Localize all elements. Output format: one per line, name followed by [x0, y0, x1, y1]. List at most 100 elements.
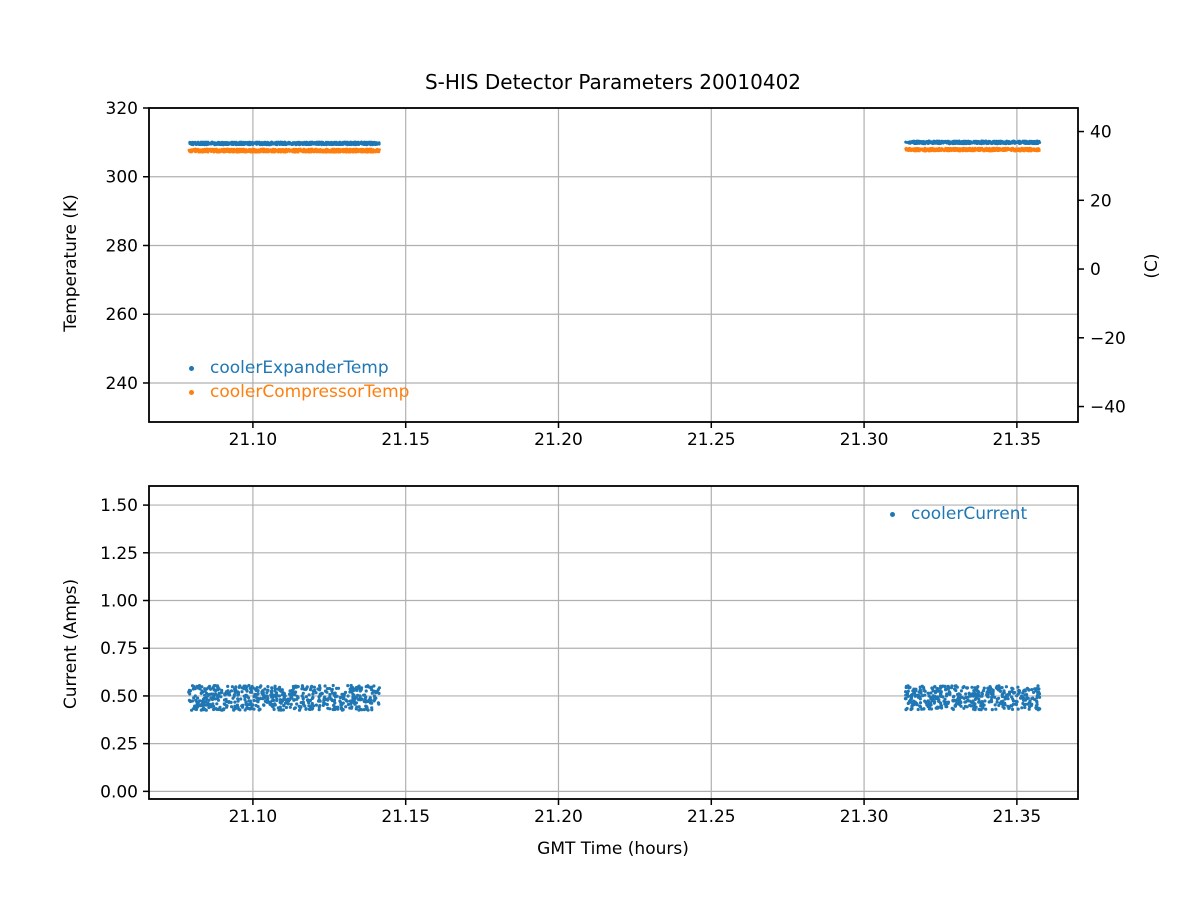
data-point [270, 141, 273, 145]
series-coolerCompressorTemp [187, 146, 1041, 154]
data-point [233, 700, 237, 704]
data-point [199, 691, 203, 696]
data-point [310, 141, 313, 145]
data-point [213, 143, 217, 147]
data-point [330, 148, 333, 151]
y-tick-right-label: 0 [1090, 260, 1101, 280]
data-point [203, 693, 207, 697]
data-point [942, 141, 945, 144]
data-point [295, 702, 299, 706]
data-point [236, 699, 240, 703]
ticks: 21.10 21.15 21.20 21.25 21.30 21.35 0.00 0.25 0.… [100, 496, 1041, 827]
data-point [269, 149, 272, 153]
data-point [357, 708, 361, 712]
data-point [312, 685, 316, 689]
data-point [200, 140, 204, 144]
data-point [192, 148, 195, 151]
data-point [1036, 684, 1040, 688]
data-point [364, 689, 368, 693]
data-point [950, 684, 954, 688]
gridlines [149, 486, 1078, 799]
data-point [1030, 697, 1034, 701]
data-point [338, 695, 342, 700]
data-point [190, 150, 193, 154]
data-point [951, 148, 954, 151]
data-point [364, 150, 367, 154]
data-point [332, 699, 336, 703]
data-point [974, 148, 978, 151]
data-point [318, 150, 322, 154]
data-point [220, 688, 224, 692]
legend-label: coolerCompressorTemp [210, 382, 410, 402]
data-point [335, 705, 339, 710]
data-point [256, 692, 260, 696]
data-point [975, 695, 979, 700]
data-point [257, 708, 261, 712]
data-point [272, 693, 277, 697]
data-point [346, 142, 349, 146]
data-point [938, 140, 941, 144]
data-point [218, 705, 222, 709]
data-point [318, 693, 322, 697]
data-point [1037, 148, 1041, 151]
data-point [215, 149, 219, 152]
data-point [928, 701, 933, 706]
data-point [198, 704, 202, 708]
data-point [354, 707, 358, 711]
data-point [349, 706, 353, 710]
data-point [232, 707, 236, 711]
data-point [252, 707, 256, 711]
data-point [960, 142, 964, 146]
data-point [204, 708, 208, 712]
data-point [247, 683, 251, 688]
data-point [259, 684, 263, 688]
data-point [1001, 705, 1005, 709]
data-point [353, 141, 357, 145]
data-point [939, 684, 943, 688]
data-point [277, 708, 281, 712]
data-point [376, 688, 380, 692]
data-point [904, 140, 907, 144]
data-point [265, 691, 269, 695]
data-point [944, 700, 948, 705]
data-point [195, 700, 199, 704]
data-point [1016, 692, 1020, 696]
data-point [965, 699, 969, 703]
data-point [239, 697, 243, 701]
data-point [1035, 707, 1039, 711]
data-point [987, 142, 990, 145]
data-point [280, 141, 284, 144]
data-point [1032, 690, 1036, 695]
data-point [910, 705, 914, 709]
data-point [296, 149, 300, 152]
data-point [974, 140, 977, 143]
data-point [199, 143, 202, 147]
data-point [256, 705, 260, 709]
data-point [1023, 705, 1027, 710]
data-point [243, 708, 247, 712]
data-point [241, 703, 245, 707]
data-point [375, 141, 379, 144]
data-point [281, 143, 285, 146]
data-point [933, 700, 937, 704]
data-point [309, 150, 312, 154]
data-point [216, 698, 221, 702]
data-point [254, 150, 258, 153]
data-point [317, 708, 321, 712]
data-point [247, 696, 251, 700]
data-point [244, 148, 248, 151]
data-point [1016, 685, 1020, 689]
x-tick-label: 21.30 [840, 807, 889, 827]
data-point [956, 700, 960, 704]
data-point [280, 693, 284, 697]
data-point [344, 705, 348, 709]
data-point [194, 150, 198, 154]
data-point [223, 702, 227, 707]
data-point [970, 141, 974, 145]
y-tick-label: 240 [106, 374, 138, 394]
data-point [215, 684, 220, 688]
data-point [317, 699, 321, 703]
data-point [1037, 692, 1042, 696]
data-point [1023, 149, 1026, 153]
data-point [288, 698, 292, 702]
